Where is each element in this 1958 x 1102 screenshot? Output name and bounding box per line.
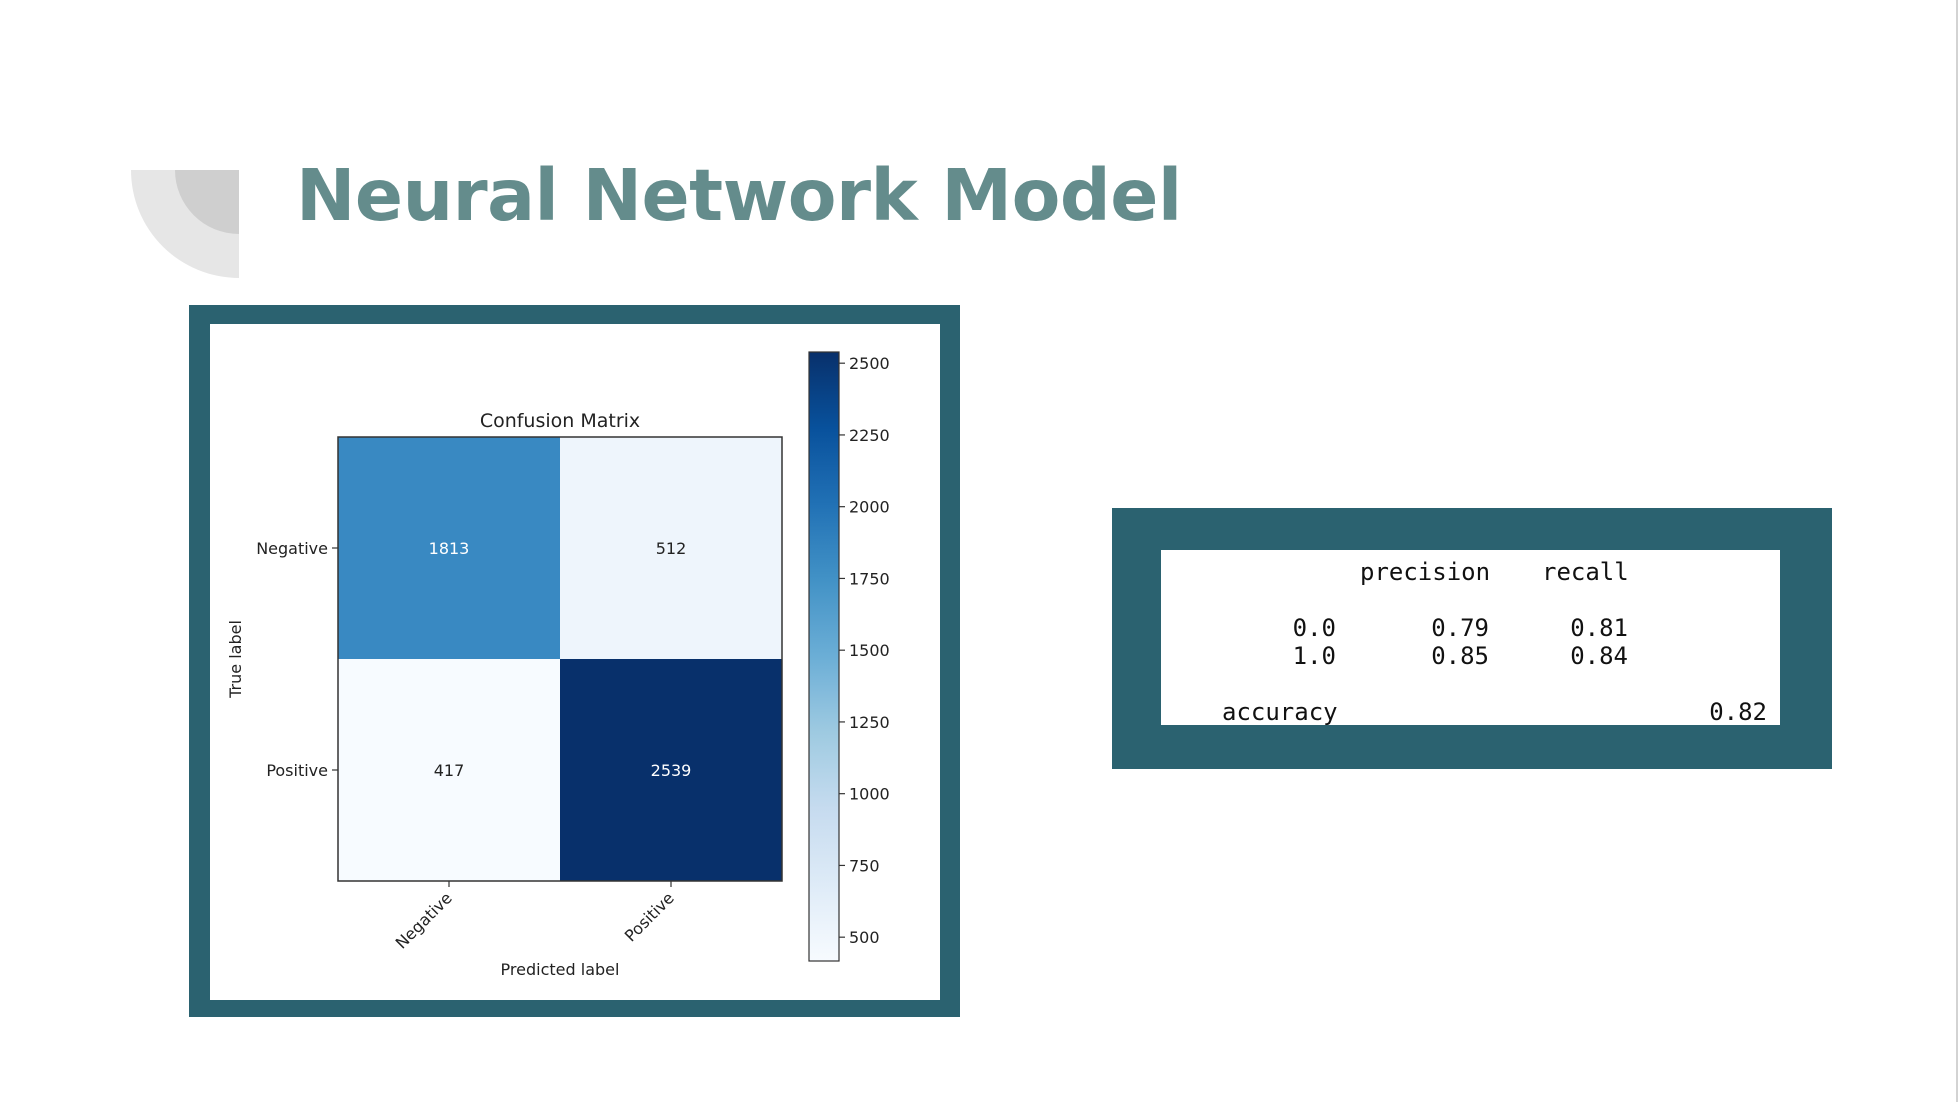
colorbar-tick-label: 500 (849, 928, 880, 947)
slide-title: Neural Network Model (296, 154, 1182, 237)
precision-value-1: 0.85 (1431, 642, 1489, 670)
decoration-inner-arc (175, 170, 239, 234)
colorbar-tick-label: 1500 (849, 641, 890, 660)
matrix-cell (560, 659, 782, 881)
classification-report: precision recall 0.0 0.79 0.81 1.0 0.85 … (1161, 550, 1780, 725)
matrix-border (337, 436, 783, 882)
recall-value-1: 0.84 (1570, 642, 1628, 670)
matrix-cell (560, 437, 782, 659)
x-axis-label: Predicted label (501, 960, 620, 979)
accuracy-value: 0.82 (1709, 698, 1767, 725)
class-label-0: 0.0 (1292, 614, 1336, 642)
cell-value-label: 1813 (429, 539, 470, 558)
colorbar-tick-label: 2250 (849, 426, 890, 445)
cell-value-label: 417 (434, 761, 465, 780)
y-tick-label: Positive (266, 761, 328, 780)
cell-value-label: 2539 (651, 761, 692, 780)
title-decoration (131, 170, 239, 278)
colorbar-tick-label: 1250 (849, 713, 890, 732)
y-axis-label: True label (226, 620, 245, 699)
recall-value-0: 0.81 (1570, 614, 1628, 642)
confusion-matrix-chart: Confusion Matrix 1813 512 417 2539 Negative Po… (226, 351, 890, 979)
colorbar-tick-label: 1750 (849, 569, 890, 588)
precision-header: precision (1360, 558, 1491, 586)
x-tick-label: Positive (621, 888, 678, 945)
confusion-matrix-frame: Confusion Matrix 1813 512 417 2539 Negative Po… (189, 305, 960, 1017)
slide-edge-line (1956, 0, 1958, 1102)
colorbar (808, 351, 840, 962)
precision-value-0: 0.79 (1431, 614, 1489, 642)
colorbar-tick-label: 2500 (849, 354, 890, 373)
confusion-matrix-panel: Confusion Matrix 1813 512 417 2539 Negative Po… (210, 324, 940, 1000)
accuracy-label: accuracy (1222, 698, 1338, 725)
class-label-1: 1.0 (1292, 642, 1336, 670)
chart-title: Confusion Matrix (480, 410, 640, 432)
y-tick-label: Negative (256, 539, 328, 558)
recall-header: recall (1542, 558, 1629, 586)
colorbar-tick-label: 750 (849, 856, 880, 875)
matrix-cell (338, 437, 560, 659)
colorbar-tick-label: 2000 (849, 498, 890, 517)
classification-report-frame: precision recall 0.0 0.79 0.81 1.0 0.85 … (1112, 508, 1832, 769)
x-tick-label: Negative (392, 888, 456, 952)
cell-value-label: 512 (656, 539, 687, 558)
matrix-cell (338, 659, 560, 881)
colorbar-tick-label: 1000 (849, 785, 890, 804)
